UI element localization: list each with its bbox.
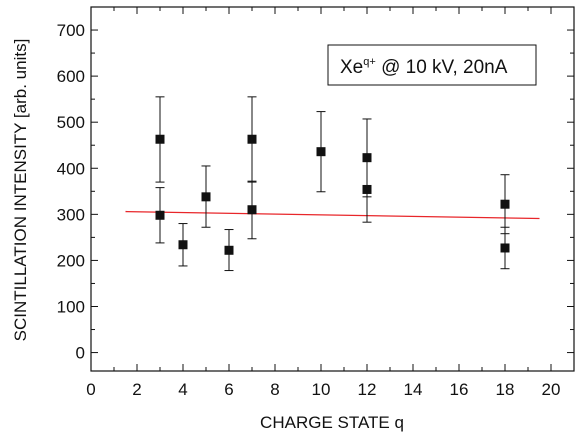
legend-superscript: q+ [363, 56, 376, 68]
data-point [247, 134, 257, 144]
data-point [500, 243, 510, 253]
x-tick-label: 6 [224, 380, 233, 399]
legend-base: Xe [340, 57, 363, 78]
legend-label: Xeq+ @ 10 kV, 20nA [340, 56, 508, 78]
y-axis-title: SCINTILLATION INTENSITY [arb. units] [11, 39, 30, 342]
fit-line [125, 210, 540, 220]
y-tick-labels: 0 100 200 300 400 500 600 700 [57, 21, 85, 363]
data-point [362, 184, 372, 194]
data-point [155, 210, 165, 220]
error-bars [155, 96, 510, 272]
x-axis-title: CHARGE STATE q [260, 413, 404, 432]
data-point [500, 199, 510, 209]
fit-line-group [125, 210, 540, 220]
x-tick-label: 8 [270, 380, 279, 399]
x-tick-label: 16 [450, 380, 469, 399]
axis-ticks [90, 7, 574, 371]
x-tick-label: 20 [542, 380, 561, 399]
y-tick-label: 500 [57, 113, 85, 132]
y-tick-label: 400 [57, 159, 85, 178]
plot-area-border [90, 6, 575, 372]
data-point [247, 205, 257, 215]
x-tick-label: 0 [86, 380, 95, 399]
data-point [316, 147, 326, 157]
x-tick-label: 2 [132, 380, 141, 399]
x-tick-label: 12 [358, 380, 377, 399]
y-tick-label: 300 [57, 205, 85, 224]
y-tick-label: 700 [57, 21, 85, 40]
y-tick-label: 600 [57, 67, 85, 86]
data-point [362, 153, 372, 163]
data-point [224, 245, 234, 255]
legend-box: Xeq+ @ 10 kV, 20nA [327, 44, 537, 86]
plot-frame [90, 6, 575, 372]
legend-rest: @ 10 kV, 20nA [376, 57, 508, 78]
x-tick-label: 14 [404, 380, 423, 399]
y-tick-label: 100 [57, 297, 85, 316]
data-point [155, 134, 165, 144]
data-point [201, 192, 211, 202]
x-tick-labels: 0 2 4 6 8 10 12 14 16 18 20 [86, 380, 560, 399]
y-tick-label: 200 [57, 251, 85, 270]
data-points [155, 134, 510, 255]
x-tick-label: 4 [178, 380, 187, 399]
y-tick-label: 0 [76, 344, 85, 363]
x-tick-label: 10 [312, 380, 331, 399]
data-point [178, 240, 188, 250]
x-tick-label: 18 [496, 380, 515, 399]
